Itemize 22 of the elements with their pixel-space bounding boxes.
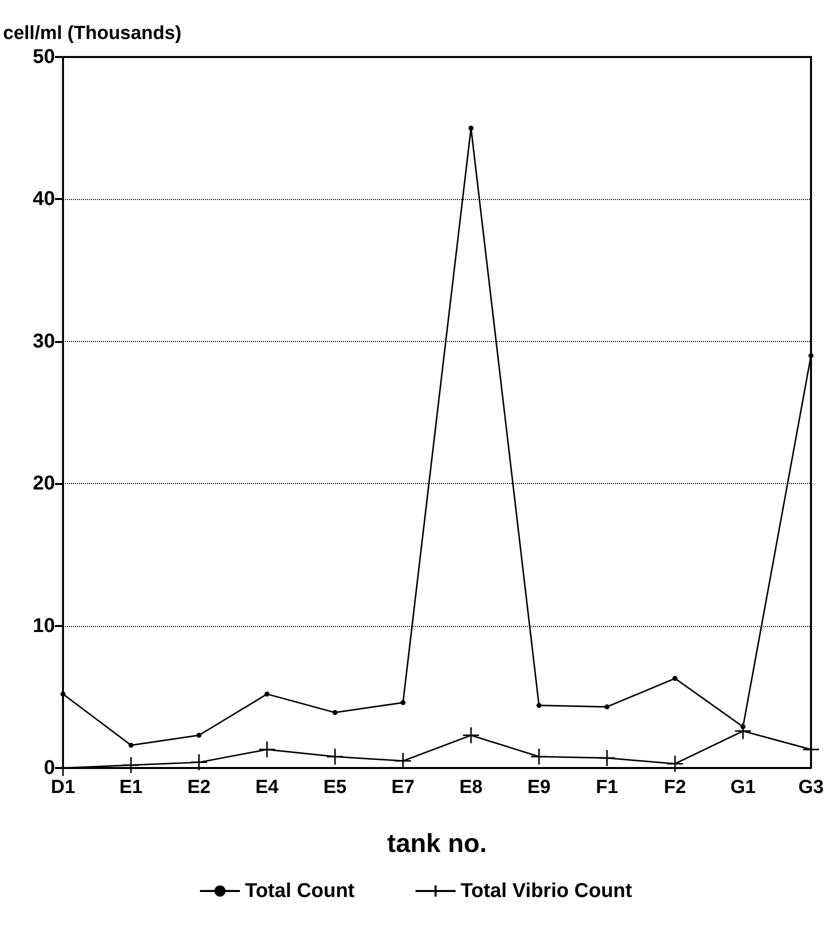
y-tick-label: 40 — [32, 188, 55, 210]
x-axis-title: tank no. — [387, 828, 487, 858]
legend-label: Total Vibrio Count — [460, 880, 632, 902]
x-tick-label: F2 — [664, 777, 686, 798]
y-tick-label: 50 — [32, 46, 55, 68]
x-tick-label: E1 — [119, 777, 144, 798]
x-tick-label: D1 — [50, 777, 76, 798]
x-tick-label: E4 — [255, 777, 280, 798]
y-tick-label: 20 — [32, 472, 55, 495]
y-tick-label: 10 — [32, 614, 55, 637]
y-tick-label: 0 — [44, 757, 55, 779]
x-tick-label: G3 — [798, 777, 824, 798]
x-tick-label: E5 — [323, 777, 348, 798]
x-tick-label: G1 — [730, 777, 756, 798]
legend-label: Total Count — [244, 880, 355, 902]
y-tick-label: 30 — [32, 330, 55, 352]
x-tick-label: E8 — [459, 777, 483, 798]
x-tick-label: E7 — [391, 777, 415, 798]
x-tick-label: F1 — [596, 777, 619, 798]
x-tick-label: E2 — [187, 777, 211, 798]
x-tick-label: E9 — [527, 777, 551, 798]
y-axis-title: cell/ml (Thousands) — [3, 23, 182, 44]
